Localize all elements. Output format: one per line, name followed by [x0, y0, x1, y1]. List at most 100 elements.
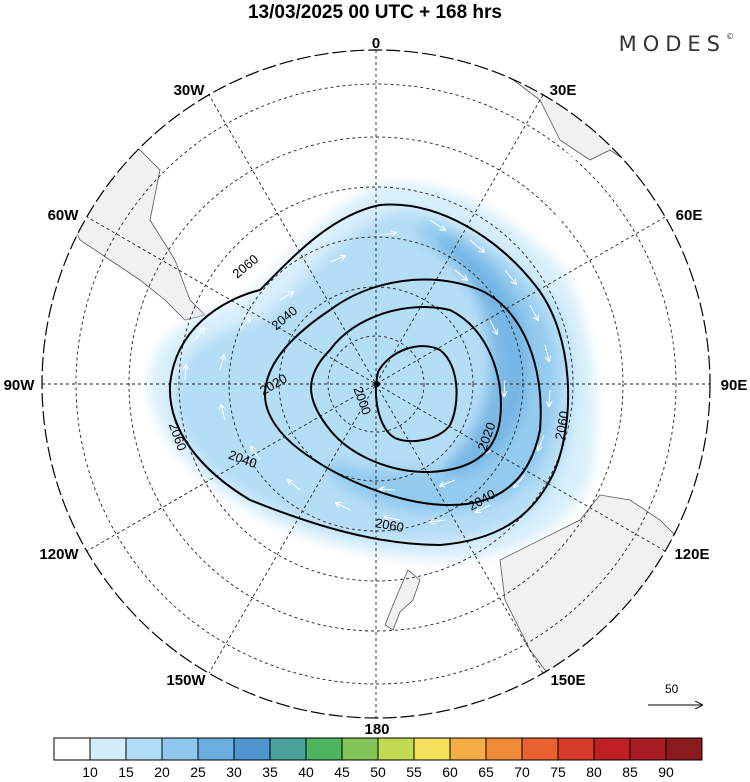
lon-label-0: 0 — [372, 35, 380, 52]
colorbar-swatch — [89, 737, 127, 761]
colorbar-swatch — [161, 737, 199, 761]
colorbar-tick-label: 80 — [586, 764, 602, 780]
wind-arrow — [288, 480, 301, 491]
modes-logo: MODES© — [619, 32, 734, 56]
colorbar-tick-label: 30 — [226, 764, 242, 780]
colorbar-swatch — [557, 737, 595, 761]
wind-arrow — [251, 447, 261, 461]
wind-arrow — [476, 504, 491, 512]
wind-shading — [150, 183, 596, 560]
wind-arrow — [544, 344, 549, 361]
colorbar-swatch — [53, 737, 91, 761]
lon-label-90e: 90E — [721, 377, 748, 394]
africa-land — [453, 50, 661, 176]
colorbar-swatch — [125, 737, 163, 761]
colorbar-tick-label: 75 — [550, 764, 566, 780]
colorbar-tick-label: 20 — [154, 764, 170, 780]
wind-arrow — [219, 355, 224, 371]
colorbar-tick-label: 60 — [442, 764, 458, 780]
reference-vector-label: 50 — [665, 682, 679, 696]
latitude-circle-1 — [327, 335, 425, 433]
colorbar-swatch — [233, 737, 271, 761]
south-pole-marker — [374, 381, 380, 387]
wind-arrow — [385, 517, 401, 520]
lon-label-120w: 120W — [39, 546, 79, 563]
height-contours — [168, 203, 570, 547]
wind-arrow — [559, 149, 574, 157]
lon-label-30w: 30W — [174, 82, 206, 99]
wind-arrow — [499, 119, 515, 125]
wind-arrow — [185, 365, 186, 381]
colorbar-swatch — [521, 737, 559, 761]
contour-2020 — [310, 306, 502, 474]
wind-arrow — [430, 520, 446, 522]
colorbar-swatch — [665, 737, 703, 761]
wind-arrow — [514, 474, 526, 487]
map-title: 13/03/2025 00 UTC + 168 hrs — [247, 2, 503, 23]
colorbar-tick-label: 45 — [334, 764, 350, 780]
longitude-labels: 0 30E 60E 90E 120E 150E 180 150W 120W 90… — [4, 35, 748, 738]
wind-arrow — [489, 319, 497, 334]
wind-arrow — [221, 405, 226, 421]
lon-label-60w: 60W — [48, 207, 80, 224]
wind-arrow — [554, 214, 567, 224]
south-america-land — [59, 119, 206, 321]
lon-label-180: 180 — [364, 721, 389, 738]
colorbar-tick-label: 50 — [370, 764, 386, 780]
colorbar-tick-label: 10 — [82, 764, 98, 780]
lon-label-30e: 30E — [550, 82, 577, 99]
wind-arrow — [504, 379, 505, 396]
wind-arrow — [529, 304, 538, 320]
lon-label-120e: 120E — [674, 546, 709, 563]
wind-arrow — [329, 256, 345, 263]
colorbar-tick-label: 90 — [658, 764, 674, 780]
colorbar-tick-label: 15 — [118, 764, 134, 780]
colorbar-swatch — [197, 737, 235, 761]
colorbar-tick-label: 70 — [514, 764, 530, 780]
contour-2000 — [374, 345, 458, 443]
wind-arrow — [440, 479, 456, 486]
copyright-mark: © — [726, 32, 734, 41]
colorbar-tick-label: 25 — [190, 764, 206, 780]
map-border — [41, 49, 711, 719]
colorbar-swatch — [485, 737, 523, 761]
lon-label-90w: 90W — [4, 377, 36, 394]
new-zealand-land — [384, 569, 421, 631]
colorbar-swatch — [593, 737, 631, 761]
colorbar — [53, 737, 703, 761]
colorbar-swatch — [449, 737, 487, 761]
wind-arrow — [599, 259, 609, 272]
colorbar-swatch — [305, 737, 343, 761]
wind-arrow — [454, 269, 467, 280]
colorbar-swatch — [269, 737, 307, 761]
wind-arrow — [379, 233, 396, 235]
wind-arrow — [429, 219, 445, 230]
wind-arrow — [538, 434, 545, 450]
colorbar-swatch — [629, 737, 667, 761]
colorbar-swatch — [341, 737, 379, 761]
colorbar-tick-label: 40 — [298, 764, 314, 780]
colorbar-tick-label: 55 — [406, 764, 422, 780]
wind-arrow — [194, 328, 204, 341]
lon-label-60e: 60E — [676, 207, 703, 224]
wind-arrow — [469, 239, 484, 252]
colorbar-swatch — [377, 737, 415, 761]
wind-arrow — [549, 389, 550, 406]
contour-label-2060-bottom: 2060 — [374, 515, 405, 535]
colorbar-tick-label: 85 — [622, 764, 638, 780]
colorbar-tick-label: 65 — [478, 764, 494, 780]
contour-label-2060-right: 2060 — [552, 410, 572, 441]
brand-text: MODES — [618, 32, 726, 56]
contour-2040 — [263, 278, 542, 507]
lon-label-150e: 150E — [550, 672, 585, 689]
wind-arrow — [279, 292, 293, 301]
latitude-circle-6 — [75, 83, 677, 685]
lon-label-150w: 150W — [166, 672, 206, 689]
wind-arrow — [336, 503, 351, 511]
wind-arrow — [504, 269, 516, 284]
colorbar-swatch — [413, 737, 451, 761]
wind-25-30-area — [440, 235, 529, 474]
colorbar-tick-label: 35 — [262, 764, 278, 780]
wind-arrow — [620, 300, 631, 311]
